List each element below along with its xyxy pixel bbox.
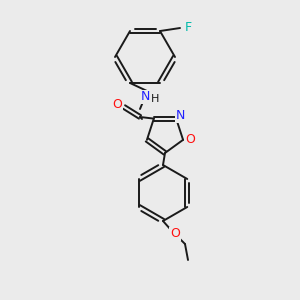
Text: H: H — [151, 94, 159, 104]
Text: O: O — [170, 227, 180, 241]
Text: O: O — [185, 134, 195, 146]
Text: O: O — [112, 98, 122, 112]
Text: F: F — [184, 20, 192, 34]
Text: N: N — [176, 109, 185, 122]
Text: N: N — [140, 91, 150, 103]
